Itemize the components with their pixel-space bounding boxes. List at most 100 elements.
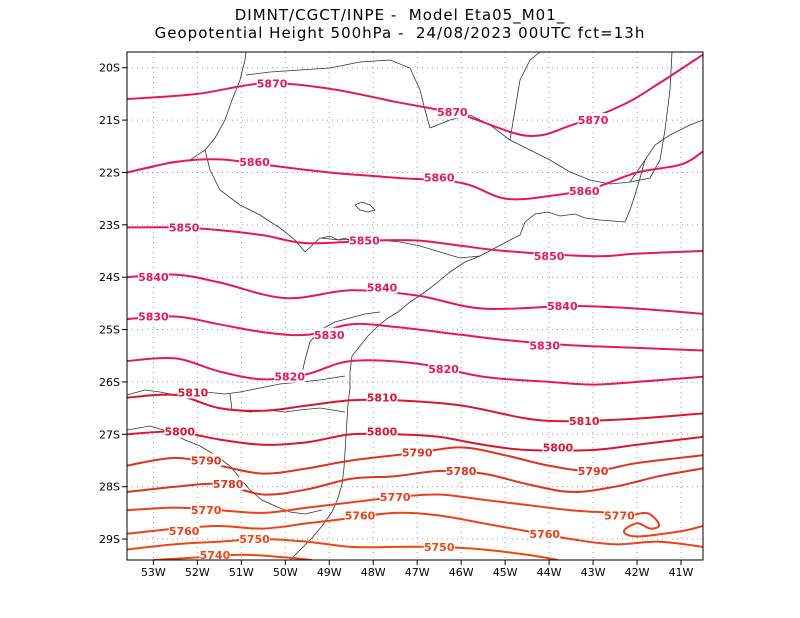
contour-line-5840 [127, 273, 703, 315]
contour-label-bg [168, 524, 200, 538]
contour-label-5770: 5770 [191, 504, 222, 517]
contour-label-5850: 5850 [534, 250, 565, 263]
axis-ticks: 53W 52W 51W 50W 49W 48W 47W 46W 45W 44W 43W 42W 41W 2… [99, 62, 694, 579]
contour-label-bg [168, 220, 200, 234]
contour-label-bg [190, 503, 222, 517]
contour-label-5860: 5860 [424, 172, 455, 185]
contour-label-5740: 5740 [200, 549, 231, 562]
chart-title-line-2: Geopotential Height 500hPa - 24/08/2023 … [154, 24, 646, 42]
contour-label-5760: 5760 [169, 525, 200, 538]
contour-label-5810: 5810 [569, 415, 600, 428]
contour-label-5840: 5840 [547, 300, 578, 313]
coastline [289, 119, 703, 560]
x-tick-label: 45W [493, 566, 518, 579]
contour-label-bg [190, 453, 222, 467]
contour-label-bg [604, 508, 635, 522]
x-tick-label: 49W [317, 566, 342, 579]
state-border [429, 114, 646, 185]
contour-label-5750: 5750 [424, 541, 455, 554]
y-tick-label: 22S [99, 166, 120, 179]
state-border [509, 52, 541, 141]
contour-label-5800: 5800 [367, 426, 398, 439]
x-tick-label: 44W [537, 566, 562, 579]
x-tick-label: 42W [625, 566, 650, 579]
x-tick-label: 51W [229, 566, 254, 579]
y-tick-label: 29S [99, 533, 120, 546]
state-border [299, 311, 381, 383]
contour-label-5770: 5770 [604, 509, 635, 522]
contour-labels: 5870 5870 5870 5860 5860 5860 5850 5850 5850 5840… [137, 76, 635, 562]
contour-label-5830: 5830 [314, 329, 345, 342]
contour-label-bg [529, 526, 561, 540]
contour-label-bg [568, 414, 600, 428]
contour-label-bg [366, 390, 398, 404]
y-tick-label: 28S [99, 481, 120, 494]
contour-line-5770 [127, 493, 703, 538]
y-tick-label: 20S [99, 62, 120, 75]
state-border [127, 52, 247, 173]
contour-label-5760: 5760 [529, 528, 560, 541]
contour-label-5850: 5850 [169, 221, 200, 234]
x-tick-label: 43W [581, 566, 606, 579]
contour-label-5820: 5820 [428, 363, 459, 376]
contour-label-5750: 5750 [239, 533, 270, 546]
state-border [127, 375, 346, 396]
contour-label-5810: 5810 [178, 386, 209, 399]
contour-label-5790: 5790 [578, 465, 609, 478]
contour-label-bg [199, 547, 231, 561]
contour-label-bg [577, 463, 609, 477]
contour-label-bg [568, 183, 600, 197]
y-tick-label: 26S [99, 376, 120, 389]
contour-label-bg [445, 463, 477, 477]
contour-label-bg [577, 113, 609, 127]
x-tick-label: 50W [273, 566, 298, 579]
contour-label-5870: 5870 [578, 114, 609, 127]
contour-label-5840: 5840 [138, 271, 169, 284]
x-tick-label: 52W [185, 566, 210, 579]
contour-label-bg [423, 170, 455, 184]
contour-label-bg [546, 299, 578, 312]
contour-label-bg [533, 249, 565, 263]
contour-label-bg [239, 154, 270, 168]
reservoir [321, 235, 353, 243]
contour-label-bg [428, 361, 459, 375]
state-border [204, 149, 306, 253]
contour-line-5750 [127, 538, 559, 560]
x-tick-label: 46W [449, 566, 474, 579]
contour-label-bg [436, 105, 468, 119]
contour-line-5850 [127, 226, 703, 258]
contour-label-bg [529, 338, 561, 352]
contour-line-5740 [153, 553, 312, 560]
lake [354, 201, 376, 213]
contour-label-bg [177, 385, 209, 399]
contour-label-5830: 5830 [529, 339, 560, 352]
chart-title-line-1: DIMNT/CGCT/INPE - Model Eta05_M01_ [234, 6, 566, 24]
contour-label-bg [401, 445, 433, 459]
contour-label-bg [542, 440, 574, 454]
contour-line-5810 [127, 393, 703, 423]
x-tick-label: 48W [361, 566, 386, 579]
contour-label-5770: 5770 [380, 491, 411, 504]
contour-label-5860: 5860 [569, 185, 600, 198]
contour-label-bg [366, 424, 398, 438]
contour-line-5870 [127, 53, 703, 138]
contour-label-5830: 5830 [138, 310, 169, 323]
contour-label-bg [137, 270, 169, 284]
state-border [245, 59, 431, 129]
contour-label-bg [366, 280, 398, 294]
y-tick-label: 21S [99, 114, 120, 127]
state-border [629, 52, 673, 183]
contour-label-5760: 5760 [345, 509, 376, 522]
contour-label-5870: 5870 [257, 77, 288, 90]
y-tick-label: 23S [99, 219, 120, 232]
contour-label-5870: 5870 [437, 106, 468, 119]
plot-frame [126, 51, 704, 561]
x-tick-label: 41W [669, 566, 694, 579]
y-tick-label: 25S [99, 324, 120, 337]
contour-label-5800: 5800 [543, 441, 574, 454]
contour-label-bg [137, 309, 169, 323]
contour-label-bg [344, 508, 376, 522]
contour-label-5790: 5790 [191, 454, 222, 467]
contour-label-5780: 5780 [446, 465, 477, 478]
